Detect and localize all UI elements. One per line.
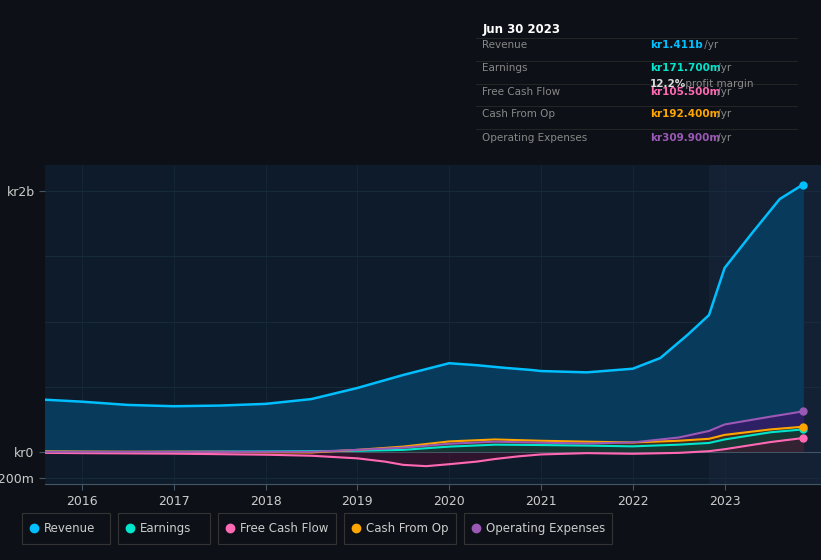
Point — [796, 180, 810, 189]
Point — [796, 407, 810, 416]
Point — [796, 425, 810, 434]
Text: Operating Expenses: Operating Expenses — [486, 522, 605, 535]
Text: Earnings: Earnings — [483, 63, 528, 73]
Bar — [218, 513, 336, 544]
Bar — [118, 513, 210, 544]
Text: profit margin: profit margin — [681, 78, 753, 88]
Text: Jun 30 2023: Jun 30 2023 — [483, 23, 561, 36]
Text: Operating Expenses: Operating Expenses — [483, 133, 588, 143]
Point — [796, 422, 810, 431]
Text: kr105.500m: kr105.500m — [650, 87, 720, 97]
Text: Revenue: Revenue — [483, 40, 528, 50]
Text: 12.2%: 12.2% — [650, 78, 686, 88]
Text: Earnings: Earnings — [140, 522, 191, 535]
Text: Cash From Op: Cash From Op — [366, 522, 448, 535]
Bar — [22, 513, 110, 544]
Bar — [344, 513, 456, 544]
Bar — [464, 513, 612, 544]
Text: Cash From Op: Cash From Op — [483, 109, 555, 119]
Bar — [709, 165, 821, 484]
Text: kr171.700m: kr171.700m — [650, 63, 721, 73]
Text: /yr: /yr — [701, 40, 718, 50]
Text: /yr: /yr — [713, 87, 731, 97]
Text: Revenue: Revenue — [44, 522, 95, 535]
Text: Free Cash Flow: Free Cash Flow — [483, 87, 561, 97]
Text: Free Cash Flow: Free Cash Flow — [240, 522, 328, 535]
Text: kr1.411b: kr1.411b — [650, 40, 703, 50]
Text: kr309.900m: kr309.900m — [650, 133, 720, 143]
Text: /yr: /yr — [713, 63, 731, 73]
Text: /yr: /yr — [713, 133, 731, 143]
Point — [796, 433, 810, 442]
Text: kr192.400m: kr192.400m — [650, 109, 720, 119]
Text: /yr: /yr — [713, 109, 731, 119]
